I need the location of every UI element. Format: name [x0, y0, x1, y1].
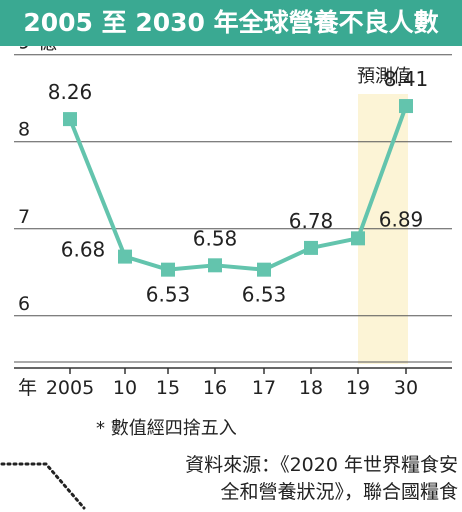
data-point-19 — [351, 231, 365, 246]
source-line-2: 全和營養狀況》，聯合國糧食 — [220, 481, 458, 503]
connector-dots — [0, 462, 86, 510]
data-label-16: 6.58 — [193, 226, 238, 250]
projection-label: 預測值 — [357, 66, 411, 87]
y-axis-unit: 億 — [38, 46, 57, 54]
data-label-18: 6.78 — [289, 209, 334, 233]
source-line-1: 資料來源：《2020 年世界糧食安 — [185, 454, 458, 476]
x-tick-label-15: 15 — [156, 377, 180, 399]
line-chart: 預測值 9 8 7 6 億 2005 10 15 16 17 18 19 30 年 8.26 6.68 6.53 6… — [14, 46, 452, 399]
x-tick-label-2005: 2005 — [46, 377, 94, 399]
data-point-17 — [257, 262, 271, 277]
y-tick-label-9: 9 — [18, 46, 30, 54]
chart-title: 2005 至 2030 年全球營養不良人數 — [0, 0, 462, 46]
footnote: * 數值經四捨五入 — [96, 418, 237, 439]
data-label-30: 8.41 — [384, 67, 429, 91]
data-label-10: 6.68 — [61, 238, 106, 262]
source-note: 資料來源：《2020 年世界糧食安 全和營養狀況》，聯合國糧食 — [60, 452, 458, 512]
data-point-16 — [208, 258, 222, 273]
data-point-15 — [161, 262, 175, 277]
data-label-2005: 8.26 — [48, 80, 93, 104]
x-tick-label-18: 18 — [299, 377, 323, 399]
y-tick-label-6: 6 — [18, 293, 30, 315]
x-tick-label-16: 16 — [203, 377, 227, 399]
series-line — [68, 105, 408, 272]
x-tick-label-17: 17 — [252, 377, 276, 399]
data-point-10 — [118, 249, 132, 264]
data-point-18 — [304, 240, 318, 255]
y-tick-label-8: 8 — [18, 119, 30, 141]
data-point-30 — [399, 99, 413, 114]
x-axis-label: 年 — [18, 377, 37, 399]
data-point-2005 — [63, 112, 77, 127]
x-tick-label-30: 30 — [394, 377, 418, 399]
data-label-19: 6.89 — [379, 207, 424, 231]
x-tick-label-10: 10 — [113, 377, 137, 399]
data-label-15: 6.53 — [146, 283, 191, 307]
data-label-17: 6.53 — [242, 283, 287, 307]
y-tick-label-7: 7 — [18, 206, 30, 228]
x-tick-label-19: 19 — [346, 377, 370, 399]
